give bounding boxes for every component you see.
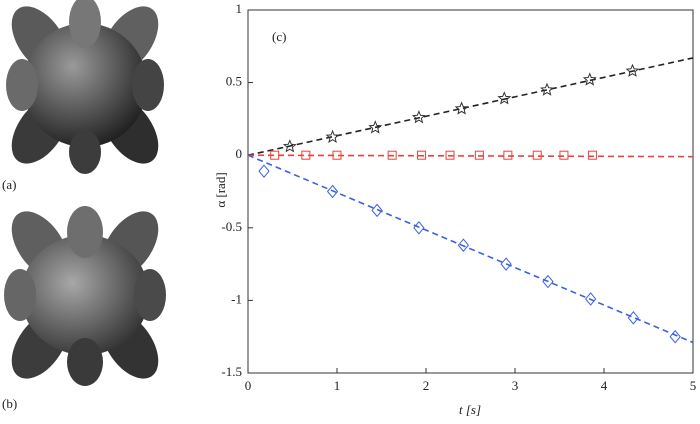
diamond-marker <box>258 164 270 178</box>
panel-label: (b) <box>2 396 17 411</box>
x-tick-label: 1 <box>334 378 341 393</box>
y-tick-label: -1 <box>231 291 242 306</box>
square-marker <box>559 150 569 160</box>
panel-label: (a) <box>2 177 16 192</box>
star-marker <box>325 129 340 143</box>
square-marker <box>587 150 597 160</box>
diamond-marker <box>413 221 425 235</box>
fit-line <box>247 154 694 158</box>
star-marker <box>454 101 469 115</box>
y-axis-label: α [rad] <box>213 172 228 207</box>
star-marker <box>411 110 426 124</box>
diamond-marker <box>500 257 512 271</box>
star-marker <box>582 72 597 86</box>
x-tick-label: 4 <box>601 378 608 393</box>
x-axis-label: t [s] <box>459 402 481 417</box>
diamond-marker <box>326 184 339 199</box>
diamond-marker <box>457 238 470 253</box>
diamond-marker <box>542 274 554 289</box>
plot-frame <box>247 9 694 374</box>
y-tick-label: 1 <box>236 1 243 16</box>
diamond-marker <box>627 311 640 325</box>
diamond-marker <box>669 329 681 344</box>
square-marker <box>445 150 455 160</box>
fit-line <box>247 57 694 156</box>
fit-line <box>247 154 694 344</box>
y-tick-label: 0.5 <box>226 74 242 89</box>
star-marker <box>625 63 640 77</box>
x-tick-label: 0 <box>245 378 252 393</box>
annotation: (c) <box>272 29 286 44</box>
square-marker <box>503 150 513 160</box>
y-tick-label: -1.5 <box>221 364 242 379</box>
x-tick-label: 3 <box>512 378 519 393</box>
star-marker <box>282 139 297 153</box>
x-tick-label: 2 <box>423 378 430 393</box>
square-marker <box>332 150 342 160</box>
square-marker <box>532 150 542 160</box>
square-marker <box>301 150 311 160</box>
render-b <box>4 206 166 386</box>
star-marker <box>540 82 554 96</box>
render-a <box>6 0 164 174</box>
star-marker <box>497 91 512 105</box>
square-marker <box>270 150 280 160</box>
y-tick-label: -0.5 <box>221 219 242 234</box>
square-marker <box>387 150 397 160</box>
diamond-marker <box>371 203 383 218</box>
square-marker <box>474 150 484 160</box>
x-tick-label: 5 <box>690 378 697 393</box>
y-tick-label: 0 <box>236 146 243 161</box>
square-marker <box>417 150 427 160</box>
diamond-marker <box>584 292 597 306</box>
star-marker <box>368 120 383 134</box>
